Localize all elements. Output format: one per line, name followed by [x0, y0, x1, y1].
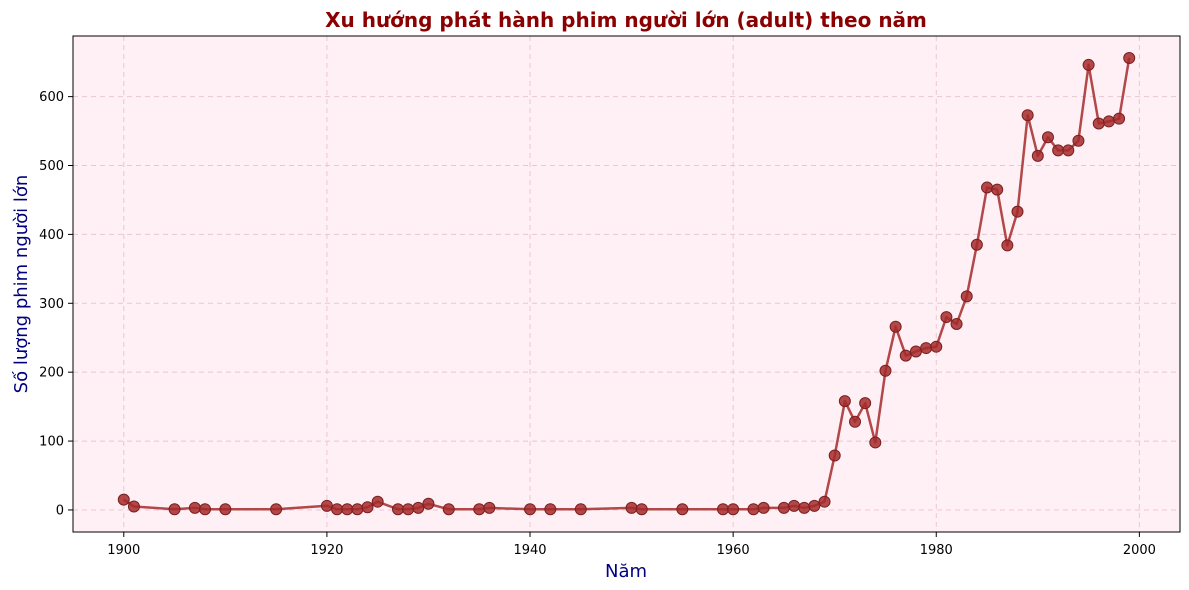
data-point [1052, 144, 1065, 157]
data-point [1062, 144, 1075, 157]
data-point [341, 503, 354, 516]
data-point [422, 497, 435, 510]
data-point [544, 503, 557, 516]
data-point [727, 503, 740, 516]
data-point [716, 503, 729, 516]
data-point [981, 181, 994, 194]
data-point [625, 501, 638, 514]
data-point [219, 503, 232, 516]
data-point [127, 500, 140, 513]
y-tick-label: 100 [39, 435, 64, 450]
y-tick-label: 400 [39, 228, 64, 243]
data-point [188, 501, 201, 514]
data-point [361, 501, 374, 514]
data-point [899, 349, 912, 362]
data-point [371, 495, 384, 508]
data-point [920, 342, 933, 355]
x-tick-label: 1920 [310, 543, 343, 558]
data-point [270, 503, 283, 516]
data-point [930, 340, 943, 353]
data-point [818, 495, 831, 508]
data-point [1102, 115, 1115, 128]
x-axis-label: Năm [605, 561, 647, 582]
x-tick-label: 1940 [513, 543, 546, 558]
data-point [1072, 134, 1085, 147]
axis-ticks: 1900 1920 1940 1960 1980 2000 0 100 200 300 400 500… [39, 90, 1156, 558]
data-point [1001, 239, 1014, 252]
data-point [1041, 131, 1054, 144]
data-point [1113, 112, 1126, 125]
data-point [991, 183, 1004, 196]
x-tick-label: 1960 [717, 543, 750, 558]
x-tick-label: 1900 [107, 543, 140, 558]
data-point [117, 493, 130, 506]
plot-frame [72, 35, 1181, 533]
data-point [909, 345, 922, 358]
data-point [828, 449, 841, 462]
data-point [1123, 52, 1136, 65]
x-tick-label: 2000 [1123, 543, 1156, 558]
plot-area [73, 36, 1180, 532]
data-point [402, 503, 415, 516]
data-point [777, 501, 790, 514]
data-point [331, 503, 344, 516]
data-point [524, 503, 537, 516]
data-point [1031, 149, 1044, 162]
data-point [168, 503, 181, 516]
data-point [849, 415, 862, 428]
grid-lines [73, 36, 1180, 532]
data-point [635, 503, 648, 516]
data-point [747, 503, 760, 516]
y-tick-label: 600 [39, 90, 64, 105]
data-point [889, 320, 902, 333]
data-point [798, 501, 811, 514]
y-tick-label: 300 [39, 297, 64, 312]
x-tick-label: 1980 [920, 543, 953, 558]
series [117, 52, 1136, 516]
y-tick-label: 0 [56, 503, 64, 518]
y-tick-label: 500 [39, 159, 64, 174]
data-point [960, 290, 973, 303]
data-point [940, 311, 953, 324]
data-point [859, 397, 872, 410]
data-point [199, 503, 212, 516]
data-point [1092, 117, 1105, 130]
data-point [442, 503, 455, 516]
data-point [1021, 109, 1034, 122]
data-point [838, 395, 851, 408]
y-axis-label: Số lượng phim người lớn [11, 175, 32, 394]
data-point [1011, 205, 1024, 218]
chart-title: Xu hướng phát hành phim người lớn (adult… [325, 8, 927, 32]
data-point [391, 503, 404, 516]
data-point [1082, 58, 1095, 71]
data-point [757, 501, 770, 514]
data-point [676, 503, 689, 516]
data-point [808, 499, 821, 512]
data-point [970, 238, 983, 251]
data-point [879, 364, 892, 377]
data-point [788, 499, 801, 512]
data-point [950, 317, 963, 330]
data-point [412, 501, 425, 514]
data-point [473, 503, 486, 516]
data-point [351, 503, 364, 516]
data-point [869, 436, 882, 449]
data-point [574, 503, 587, 516]
y-tick-label: 200 [39, 366, 64, 381]
data-point [320, 499, 333, 512]
data-point [483, 501, 496, 514]
